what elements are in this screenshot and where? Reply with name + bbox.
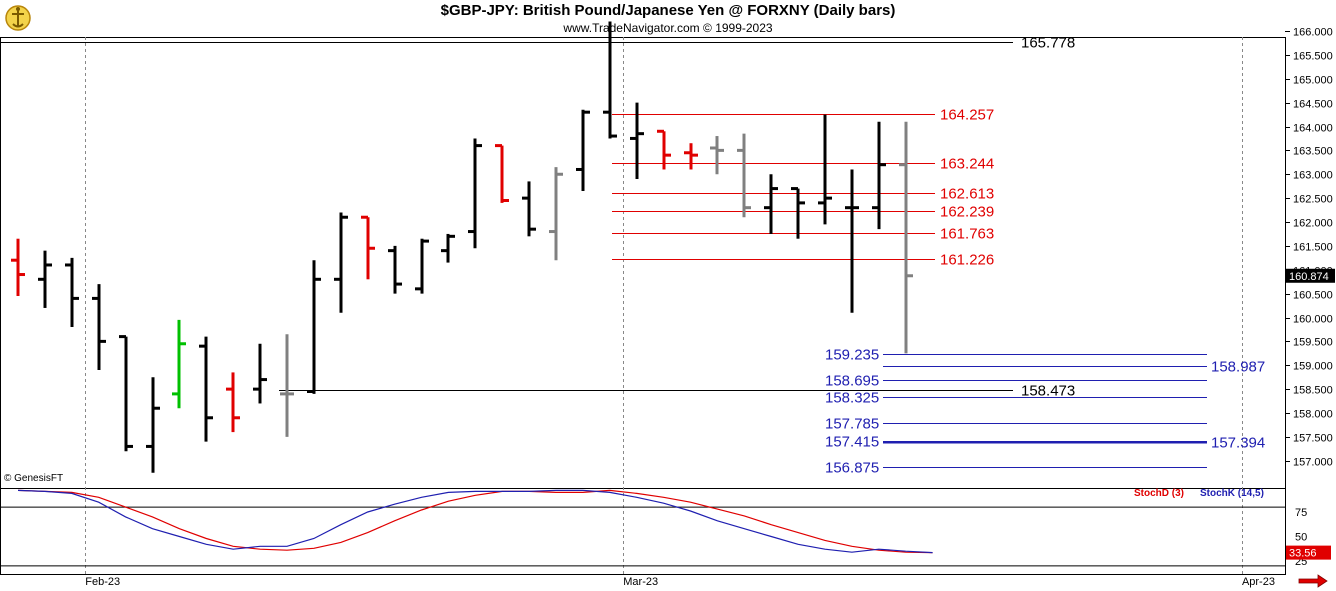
level-label: 158.473 <box>1021 383 1075 400</box>
level-label: 157.415 <box>825 434 879 451</box>
ohlc-bar <box>522 181 536 236</box>
last-price-label: 160.874 <box>1289 271 1329 283</box>
level-label: 162.239 <box>940 204 994 221</box>
y-tick-label: 162.000 <box>1293 218 1333 230</box>
ohlc-bar <box>119 337 133 452</box>
ohlc-bar <box>172 320 186 408</box>
level-label: 158.325 <box>825 390 879 407</box>
copyright-label: © GenesisFT <box>4 473 63 484</box>
level-label: 158.695 <box>825 373 879 390</box>
y-tick-label: 159.000 <box>1293 361 1333 373</box>
ohlc-bar <box>253 344 267 404</box>
ohlc-bar <box>603 21 617 138</box>
scroll-right-arrow-icon[interactable] <box>1298 574 1328 588</box>
y-tick-label: 158.000 <box>1293 409 1333 421</box>
chart-subtitle: www.TradeNavigator.com © 1999-2023 <box>0 21 1336 35</box>
x-tick-label: Apr-23 <box>1242 576 1275 588</box>
ohlc-bar <box>710 136 724 174</box>
x-tick-label: Feb-23 <box>85 576 120 588</box>
level-label: 159.235 <box>825 347 879 364</box>
ohlc-bar <box>818 115 832 225</box>
stochd-legend: StochD (3) <box>1134 488 1184 499</box>
level-label: 164.257 <box>940 107 994 124</box>
level-label: 161.226 <box>940 252 994 269</box>
ohlc-bar <box>899 122 913 354</box>
ohlc-bar <box>280 334 294 437</box>
level-label: 162.613 <box>940 186 994 203</box>
level-label: 157.394 <box>1211 435 1265 452</box>
y-tick-label: 157.000 <box>1293 457 1333 469</box>
y-tick-label: 160.000 <box>1293 314 1333 326</box>
ohlc-bar <box>226 372 240 432</box>
y-tick-label: 159.500 <box>1293 337 1333 349</box>
x-tick-label: Mar-23 <box>623 576 658 588</box>
ohlc-bar <box>441 234 455 263</box>
ohlc-bar <box>737 134 751 218</box>
y-tick-label: 163.000 <box>1293 170 1333 182</box>
ohlc-bar <box>361 217 375 279</box>
ohlc-bar <box>11 239 25 296</box>
stoch-tick-label: 75 <box>1295 507 1307 519</box>
ohlc-bar <box>307 260 321 394</box>
ohlc-bar <box>388 246 402 294</box>
y-tick-label: 161.500 <box>1293 242 1333 254</box>
level-label: 161.763 <box>940 226 994 243</box>
chart-title: $GBP-JPY: British Pound/Japanese Yen @ F… <box>0 2 1336 19</box>
stoch-last-value-label: 33.56 <box>1289 548 1317 560</box>
ohlc-bar <box>791 189 805 239</box>
y-tick-label: 165.000 <box>1293 75 1333 87</box>
level-label: 157.785 <box>825 416 879 433</box>
ohlc-bar <box>199 337 213 442</box>
y-tick-label: 162.500 <box>1293 194 1333 206</box>
y-tick-label: 157.500 <box>1293 433 1333 445</box>
ohlc-bar <box>845 169 859 312</box>
ohlc-bar <box>549 167 563 260</box>
stoch-series-line <box>18 490 933 552</box>
ohlc-bar <box>576 110 590 191</box>
ohlc-bar <box>415 239 429 294</box>
ohlc-bar <box>684 143 698 169</box>
ohlc-bar <box>38 251 52 308</box>
y-tick-label: 165.500 <box>1293 51 1333 63</box>
stochk-legend: StochK (14,5) <box>1200 488 1264 499</box>
ohlc-bar <box>495 146 509 203</box>
y-tick-label: 163.500 <box>1293 146 1333 158</box>
y-tick-label: 164.000 <box>1293 123 1333 135</box>
y-tick-label: 164.500 <box>1293 99 1333 111</box>
ohlc-bar <box>872 122 886 229</box>
y-tick-label: 160.500 <box>1293 290 1333 302</box>
y-tick-label: 158.500 <box>1293 385 1333 397</box>
level-label: 156.875 <box>825 460 879 477</box>
level-label: 163.244 <box>940 156 994 173</box>
stoch-pane-border <box>1 489 1286 575</box>
ohlc-bar <box>764 174 778 234</box>
level-label: 158.987 <box>1211 359 1265 376</box>
level-label: 165.778 <box>1021 35 1075 52</box>
ohlc-bar <box>92 284 106 370</box>
ohlc-bar <box>65 258 79 327</box>
ohlc-bar <box>334 212 348 312</box>
price-pane-border <box>1 38 1286 489</box>
stoch-tick-label: 50 <box>1295 532 1307 544</box>
ohlc-bar <box>146 377 160 473</box>
ohlc-bar <box>468 138 482 248</box>
